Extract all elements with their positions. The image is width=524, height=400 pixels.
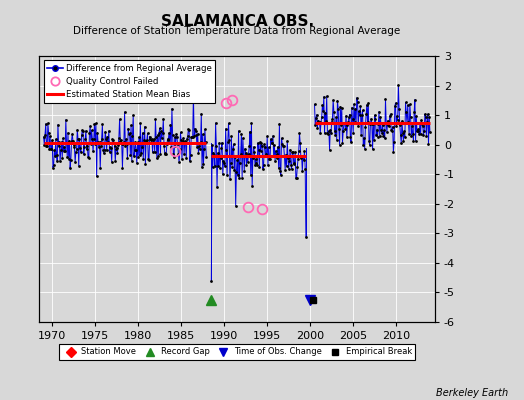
- Text: SALAMANCA OBS.: SALAMANCA OBS.: [160, 14, 314, 29]
- Text: Berkeley Earth: Berkeley Earth: [436, 388, 508, 398]
- Legend: Difference from Regional Average, Quality Control Failed, Estimated Station Mean: Difference from Regional Average, Qualit…: [43, 60, 215, 103]
- Text: Difference of Station Temperature Data from Regional Average: Difference of Station Temperature Data f…: [73, 26, 401, 36]
- Legend: Station Move, Record Gap, Time of Obs. Change, Empirical Break: Station Move, Record Gap, Time of Obs. C…: [59, 344, 416, 360]
